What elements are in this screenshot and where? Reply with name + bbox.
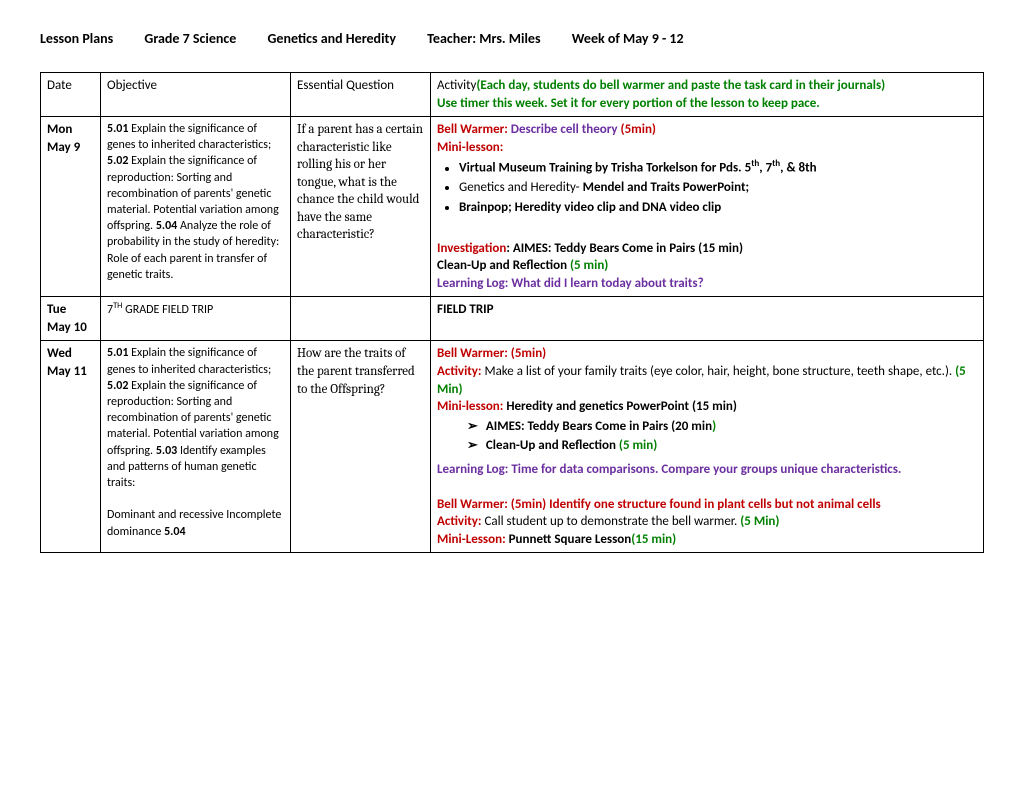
inv-txt: : AIMES: Teddy Bears Come in Pairs (15 m…: [506, 241, 743, 256]
activity-note2: Use timer this week. Set it for every po…: [437, 96, 820, 111]
wml2time: (15 min): [631, 532, 676, 547]
wllt: Time for data comparisons. Compare your …: [511, 462, 901, 477]
b2a: Genetics and Heredity-: [459, 180, 583, 195]
tue-day: Tue: [47, 302, 66, 317]
wbw1: Bell Warmer:: [437, 346, 511, 361]
mon-b3: Brainpop; Heredity video clip and DNA vi…: [459, 199, 977, 217]
mon-daynum: May 9: [47, 140, 80, 155]
w501t: Explain the significance of genes to inh…: [107, 346, 271, 376]
wbw2t: (5min): [511, 497, 549, 512]
b1a: Virtual Museum Training by Trisha Torkel…: [459, 161, 751, 176]
wml2: Mini-Lesson:: [437, 532, 509, 547]
obj-504: 5.04: [156, 219, 177, 233]
b2b: Mendel and Traits PowerPoint;: [583, 180, 749, 195]
wa2t: Clean-Up and Reflection: [486, 438, 619, 453]
wbw1t: (5min): [511, 346, 546, 361]
mon-date: Mon May 9: [41, 117, 101, 297]
row-mon: Mon May 9 5.01 Explain the significance …: [41, 117, 984, 297]
w504: 5.04: [164, 525, 185, 539]
mon-activity: Bell Warmer: Describe cell theory (5min)…: [431, 117, 984, 297]
inv-label: Investigation: [437, 241, 506, 256]
b1c: , & 8th: [780, 161, 816, 176]
col-eq: Essential Question: [291, 73, 431, 117]
wed-objective: 5.01 Explain the significance of genes t…: [101, 341, 291, 553]
wed-activity: Bell Warmer: (5min) Activity: Make a lis…: [431, 341, 984, 553]
col-date: Date: [41, 73, 101, 117]
w503: 5.03: [156, 444, 177, 458]
mon-eq: If a parent has a certain characteristic…: [291, 117, 431, 297]
tue-objective: 7TH GRADE FIELD TRIP: [101, 297, 291, 341]
mon-bullets: Virtual Museum Training by Trisha Torkel…: [459, 158, 977, 216]
bw-time: (5min): [621, 122, 656, 137]
row-wed: Wed May 11 5.01 Explain the significance…: [41, 341, 984, 553]
wed-arrows: AIMES: Teddy Bears Come in Pairs (20 min…: [467, 418, 977, 455]
col-activity: Activity(Each day, students do bell warm…: [431, 73, 984, 117]
ll-label: Learning Log:: [437, 276, 511, 291]
tue-activity: FIELD TRIP: [431, 297, 984, 341]
mon-b1: Virtual Museum Training by Trisha Torkel…: [459, 158, 977, 177]
wact2: Activity:: [437, 514, 484, 529]
wed-date: Wed May 11: [41, 341, 101, 553]
activity-note1: (Each day, students do bell warmer and p…: [476, 78, 885, 93]
obj-501: 5.01: [107, 122, 128, 136]
wll: Learning Log:: [437, 462, 511, 477]
wactt: Make a list of your family traits (eye c…: [484, 364, 955, 379]
bw-label: Bell Warmer:: [437, 122, 511, 137]
lesson-table: Date Objective Essential Question Activi…: [40, 72, 984, 553]
tue-eq: [291, 297, 431, 341]
wa1t: AIMES: Teddy Bears Come in Pairs (20 min: [486, 419, 712, 434]
unit: Genetics and Heredity: [267, 30, 396, 47]
wa1p: ): [712, 419, 716, 434]
wml: Mini-lesson:: [437, 399, 506, 414]
header-row: Date Objective Essential Question Activi…: [41, 73, 984, 117]
activity-label: Activity: [437, 78, 476, 93]
wact2t: Call student up to demonstrate the bell …: [484, 514, 740, 529]
wact2time: (5 Min): [740, 514, 779, 529]
wmlt: Heredity and genetics PowerPoint (15 min…: [506, 399, 737, 414]
week: Week of May 9 - 12: [572, 30, 684, 47]
grade: Grade 7 Science: [144, 30, 236, 47]
tue-daynum: May 10: [47, 320, 87, 335]
col-objective: Objective: [101, 73, 291, 117]
teacher: Teacher: Mrs. Miles: [427, 30, 540, 47]
wact: Activity:: [437, 364, 484, 379]
wed-daynum: May 11: [47, 364, 87, 379]
tue-date: Tue May 10: [41, 297, 101, 341]
w502: 5.02: [107, 379, 128, 393]
ml-label: Mini-lesson:: [437, 140, 503, 155]
cleanup: Clean-Up and Reflection: [437, 258, 570, 273]
wed-day: Wed: [47, 346, 72, 361]
wa2time: (5 min): [619, 438, 657, 453]
wed-eq: How are the traits of the parent transfe…: [291, 341, 431, 553]
mon-objective: 5.01 Explain the significance of genes t…: [101, 117, 291, 297]
title: Lesson Plans: [40, 30, 113, 47]
wbw2txt: Identify one structure found in plant ce…: [549, 497, 881, 512]
wa1: AIMES: Teddy Bears Come in Pairs (20 min…: [467, 418, 977, 436]
wbw2: Bell Warmer:: [437, 497, 511, 512]
obj-502: 5.02: [107, 154, 128, 168]
ll-txt: What did I learn today about traits?: [511, 276, 703, 291]
wa2: Clean-Up and Reflection (5 min): [467, 437, 977, 455]
obj-501-txt: Explain the significance of genes to inh…: [107, 122, 271, 152]
mon-day: Mon: [47, 122, 72, 137]
w501: 5.01: [107, 346, 128, 360]
cleanup-time: (5 min): [570, 258, 608, 273]
mon-b2: Genetics and Heredity- Mendel and Traits…: [459, 179, 977, 197]
bw-txt: Describe cell theory: [511, 122, 621, 137]
row-tue: Tue May 10 7TH GRADE FIELD TRIP FIELD TR…: [41, 297, 984, 341]
page-header: Lesson Plans Grade 7 Science Genetics an…: [40, 30, 984, 47]
wdom: Dominant and recessive Incomplete domina…: [107, 508, 281, 538]
wml2t: Punnett Square Lesson: [509, 532, 632, 547]
b1b: , 7: [759, 161, 772, 176]
